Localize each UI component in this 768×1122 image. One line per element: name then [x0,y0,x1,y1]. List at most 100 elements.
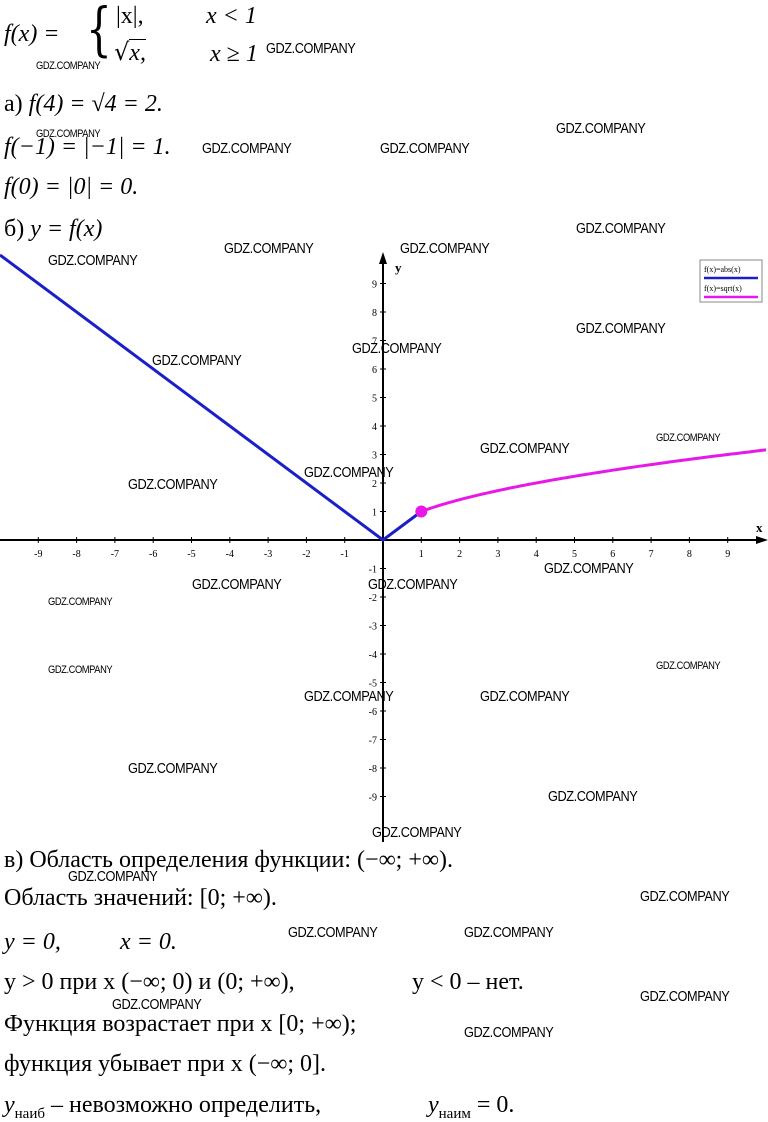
y-tick-label: -3 [369,622,377,633]
x-tick-label: -9 [34,549,42,560]
watermark: GDZ.COMPANY [656,432,721,444]
watermark: GDZ.COMPANY [372,824,462,841]
case1-condition: x < 1 [206,3,257,29]
ymax-sub: наиб [14,1105,46,1122]
watermark: GDZ.COMPANY [576,320,666,337]
watermark: GDZ.COMPANY [556,120,646,137]
extrema-max: yнаиб – невозможно определить, [4,1093,321,1122]
watermark: GDZ.COMPANY [192,576,282,593]
part-a-label: а) [4,91,23,117]
watermark: GDZ.COMPANY [112,996,202,1013]
series-line-sqrt [420,448,767,513]
watermark: GDZ.COMPANY [288,924,378,941]
watermark: GDZ.COMPANY [400,240,490,257]
y-axis-arrow [379,252,387,264]
y-tick-label: -7 [369,736,377,747]
y-tick-label: -9 [369,793,377,804]
extrema-min: yнаим = 0. [428,1093,514,1122]
increasing-line: Функция возрастает при x [0; +∞); [4,1011,357,1037]
watermark: GDZ.COMPANY [352,340,442,357]
x-tick-label: 7 [649,549,654,560]
part-b-heading: б) y = f(x) [4,217,102,241]
x-tick-label: 2 [457,549,462,560]
y-tick-label: 1 [372,508,377,519]
watermark: GDZ.COMPANY [640,988,730,1005]
legend-label-abs: f(x)=abs(x) [704,265,741,274]
ymin-var: y [428,1092,439,1118]
part-a-line3: f(0) = |0| = 0. [4,174,139,200]
watermark: GDZ.COMPANY [36,128,101,140]
watermark: GDZ.COMPANY [464,1024,554,1041]
y-tick-label: 3 [372,451,377,462]
watermark: GDZ.COMPANY [368,576,458,593]
series-line-abs [0,253,423,542]
watermark: GDZ.COMPANY [480,440,570,457]
y-tick-label: 4 [372,422,377,433]
x-tick-label: 8 [687,549,692,560]
watermark: GDZ.COMPANY [48,596,113,608]
case2-radicand: x, [129,39,146,66]
x-tick-label: 5 [572,549,577,560]
legend: f(x)=abs(x) f(x)=sqrt(x) [699,259,763,303]
x-tick-label: -5 [187,549,195,560]
watermark: GDZ.COMPANY [304,464,394,481]
sign-positive: y > 0 при x (−∞; 0) и (0; +∞), [4,969,295,995]
y-tick-label: 8 [372,308,377,319]
function-graph: x y -9 -8 -7 -6 -5 -4 -3 -2 -1 1 2 3 4 5 6 7 8 9 -9 -8 -7 -6 -5 -… [0,252,768,842]
watermark: GDZ.COMPANY [656,660,721,672]
y-tick-label: 9 [372,280,377,291]
y-tick-label: -2 [369,593,377,604]
ymax-text: – невозможно определить, [45,1092,322,1118]
watermark: GDZ.COMPANY [544,560,634,577]
watermark: GDZ.COMPANY [48,252,138,269]
decreasing-line: функция убывает при x (−∞; 0]. [4,1051,326,1077]
watermark: GDZ.COMPANY [266,40,356,57]
watermark: GDZ.COMPANY [224,240,314,257]
x-tick-label: -2 [302,549,310,560]
y-tick-label: 5 [372,394,377,405]
watermark: GDZ.COMPANY [48,664,113,676]
watermark: GDZ.COMPANY [68,868,158,885]
point-marker [415,505,428,518]
watermark: GDZ.COMPANY [304,688,394,705]
part-b-label: б) [4,216,25,242]
x-tick-label: -3 [264,549,272,560]
watermark: GDZ.COMPANY [152,352,242,369]
x-tick-label: -1 [341,549,349,560]
watermark: GDZ.COMPANY [202,140,292,157]
x-tick-label: -7 [111,549,119,560]
piecewise-brace: { [86,0,112,63]
case1-expression: |x|, [116,3,144,29]
part-a-line2: f(−1) = |−1| = 1. [4,134,171,160]
y-tick-label: 7 [372,337,377,348]
watermark: GDZ.COMPANY [128,476,218,493]
y-tick-label: -4 [369,650,377,661]
x-tick-label: 3 [495,549,500,560]
watermark: GDZ.COMPANY [36,60,101,72]
watermark: GDZ.COMPANY [128,760,218,777]
sign-negative: y < 0 – нет. [412,969,524,995]
case2-condition: x ≥ 1 [210,41,258,67]
watermark: GDZ.COMPANY [380,140,470,157]
y-tick-label: 6 [372,365,377,376]
x-tick-label: 6 [610,549,615,560]
watermark: GDZ.COMPANY [480,688,570,705]
part-a-line1: а) f(4) = √4 = 2. [4,92,163,116]
watermark: GDZ.COMPANY [640,888,730,905]
x-tick-label: -4 [226,549,234,560]
y-tick-label: -5 [369,679,377,690]
ymin-sub: наим [438,1105,471,1122]
watermark: GDZ.COMPANY [576,220,666,237]
range-line: Область значений: [0; +∞). [4,885,277,911]
y-tick-label: 2 [372,479,377,490]
x-axis-arrow [756,536,768,544]
x-tick-label: 4 [534,549,539,560]
y-axis-label: y [395,260,402,275]
x-tick-label: 9 [725,549,730,560]
x-tick-label: -8 [72,549,80,560]
ymin-text: = 0. [470,1092,515,1118]
watermark: GDZ.COMPANY [464,924,554,941]
y-tick-label: -1 [369,565,377,576]
zeros-y: y = 0, [4,929,61,955]
zeros-x: x = 0. [120,929,177,955]
